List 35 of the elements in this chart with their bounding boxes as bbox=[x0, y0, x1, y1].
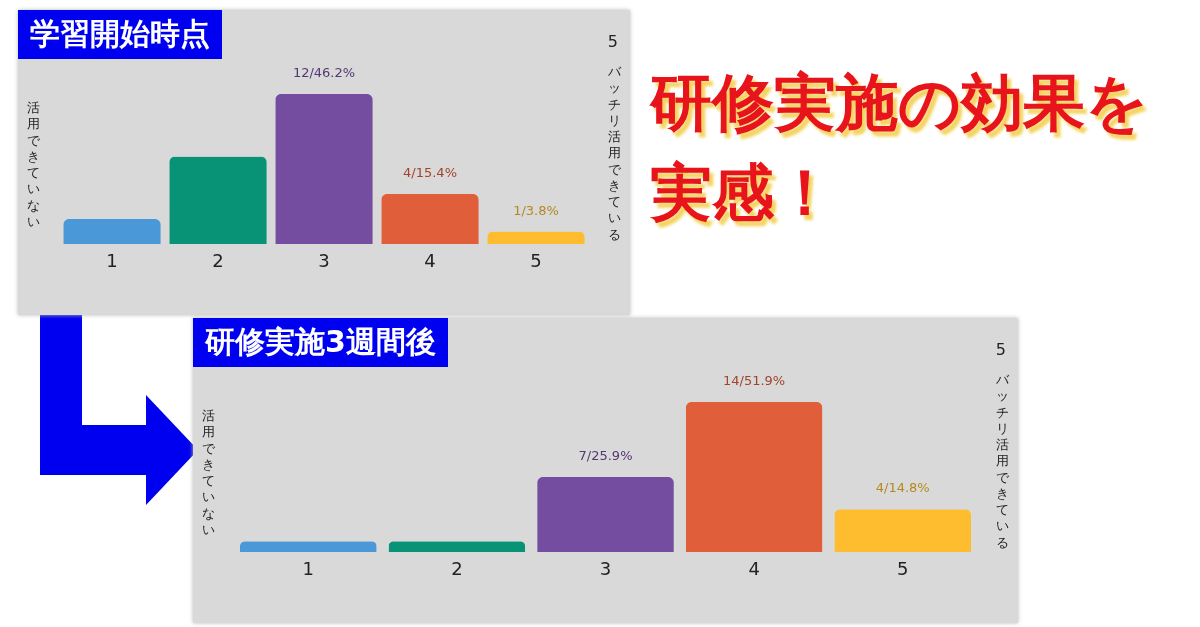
text: 5 bbox=[995, 340, 1006, 359]
data-label: 7/25.9% bbox=[578, 448, 633, 463]
chart-title: 研修実施3週間後 bbox=[193, 318, 448, 367]
x-tick-label: 2 bbox=[212, 249, 224, 271]
text: 活用できていない bbox=[26, 100, 41, 230]
bar bbox=[381, 194, 479, 244]
x-tick-label: 3 bbox=[599, 557, 612, 579]
x-tick-label: 5 bbox=[896, 557, 909, 579]
x-tick-label: 1 bbox=[302, 557, 315, 579]
text: 5 bbox=[607, 32, 618, 51]
bar bbox=[169, 156, 267, 244]
data-label: 14/51.9% bbox=[722, 373, 786, 388]
x-tick-label: 4 bbox=[424, 249, 436, 271]
data-label: 4/15.4% bbox=[403, 165, 457, 180]
bar bbox=[685, 402, 823, 552]
bar bbox=[63, 219, 161, 244]
x-tick-label: 5 bbox=[530, 249, 542, 271]
text: 活用できていない bbox=[201, 408, 216, 538]
bar bbox=[275, 94, 373, 244]
bar bbox=[487, 231, 585, 244]
bar bbox=[834, 509, 972, 552]
bar bbox=[239, 541, 377, 552]
data-label: 1/3.8% bbox=[513, 202, 559, 218]
x-tick-label: 3 bbox=[318, 249, 330, 271]
text: 研修実施の効果を実感！ bbox=[650, 65, 1149, 231]
text: バッチリ活用できている bbox=[996, 372, 1010, 550]
data-label: 12/46.2% bbox=[292, 65, 356, 80]
x-tick-label: 2 bbox=[451, 557, 463, 579]
x-tick-label: 4 bbox=[748, 557, 760, 579]
chart-title: 学習開始時点 bbox=[18, 10, 222, 59]
data-label: 4/14.8% bbox=[875, 480, 930, 496]
x-tick-label: 1 bbox=[106, 249, 118, 271]
bar bbox=[537, 477, 674, 552]
bar bbox=[388, 541, 526, 552]
text: バッチリ活用できている bbox=[608, 64, 622, 242]
